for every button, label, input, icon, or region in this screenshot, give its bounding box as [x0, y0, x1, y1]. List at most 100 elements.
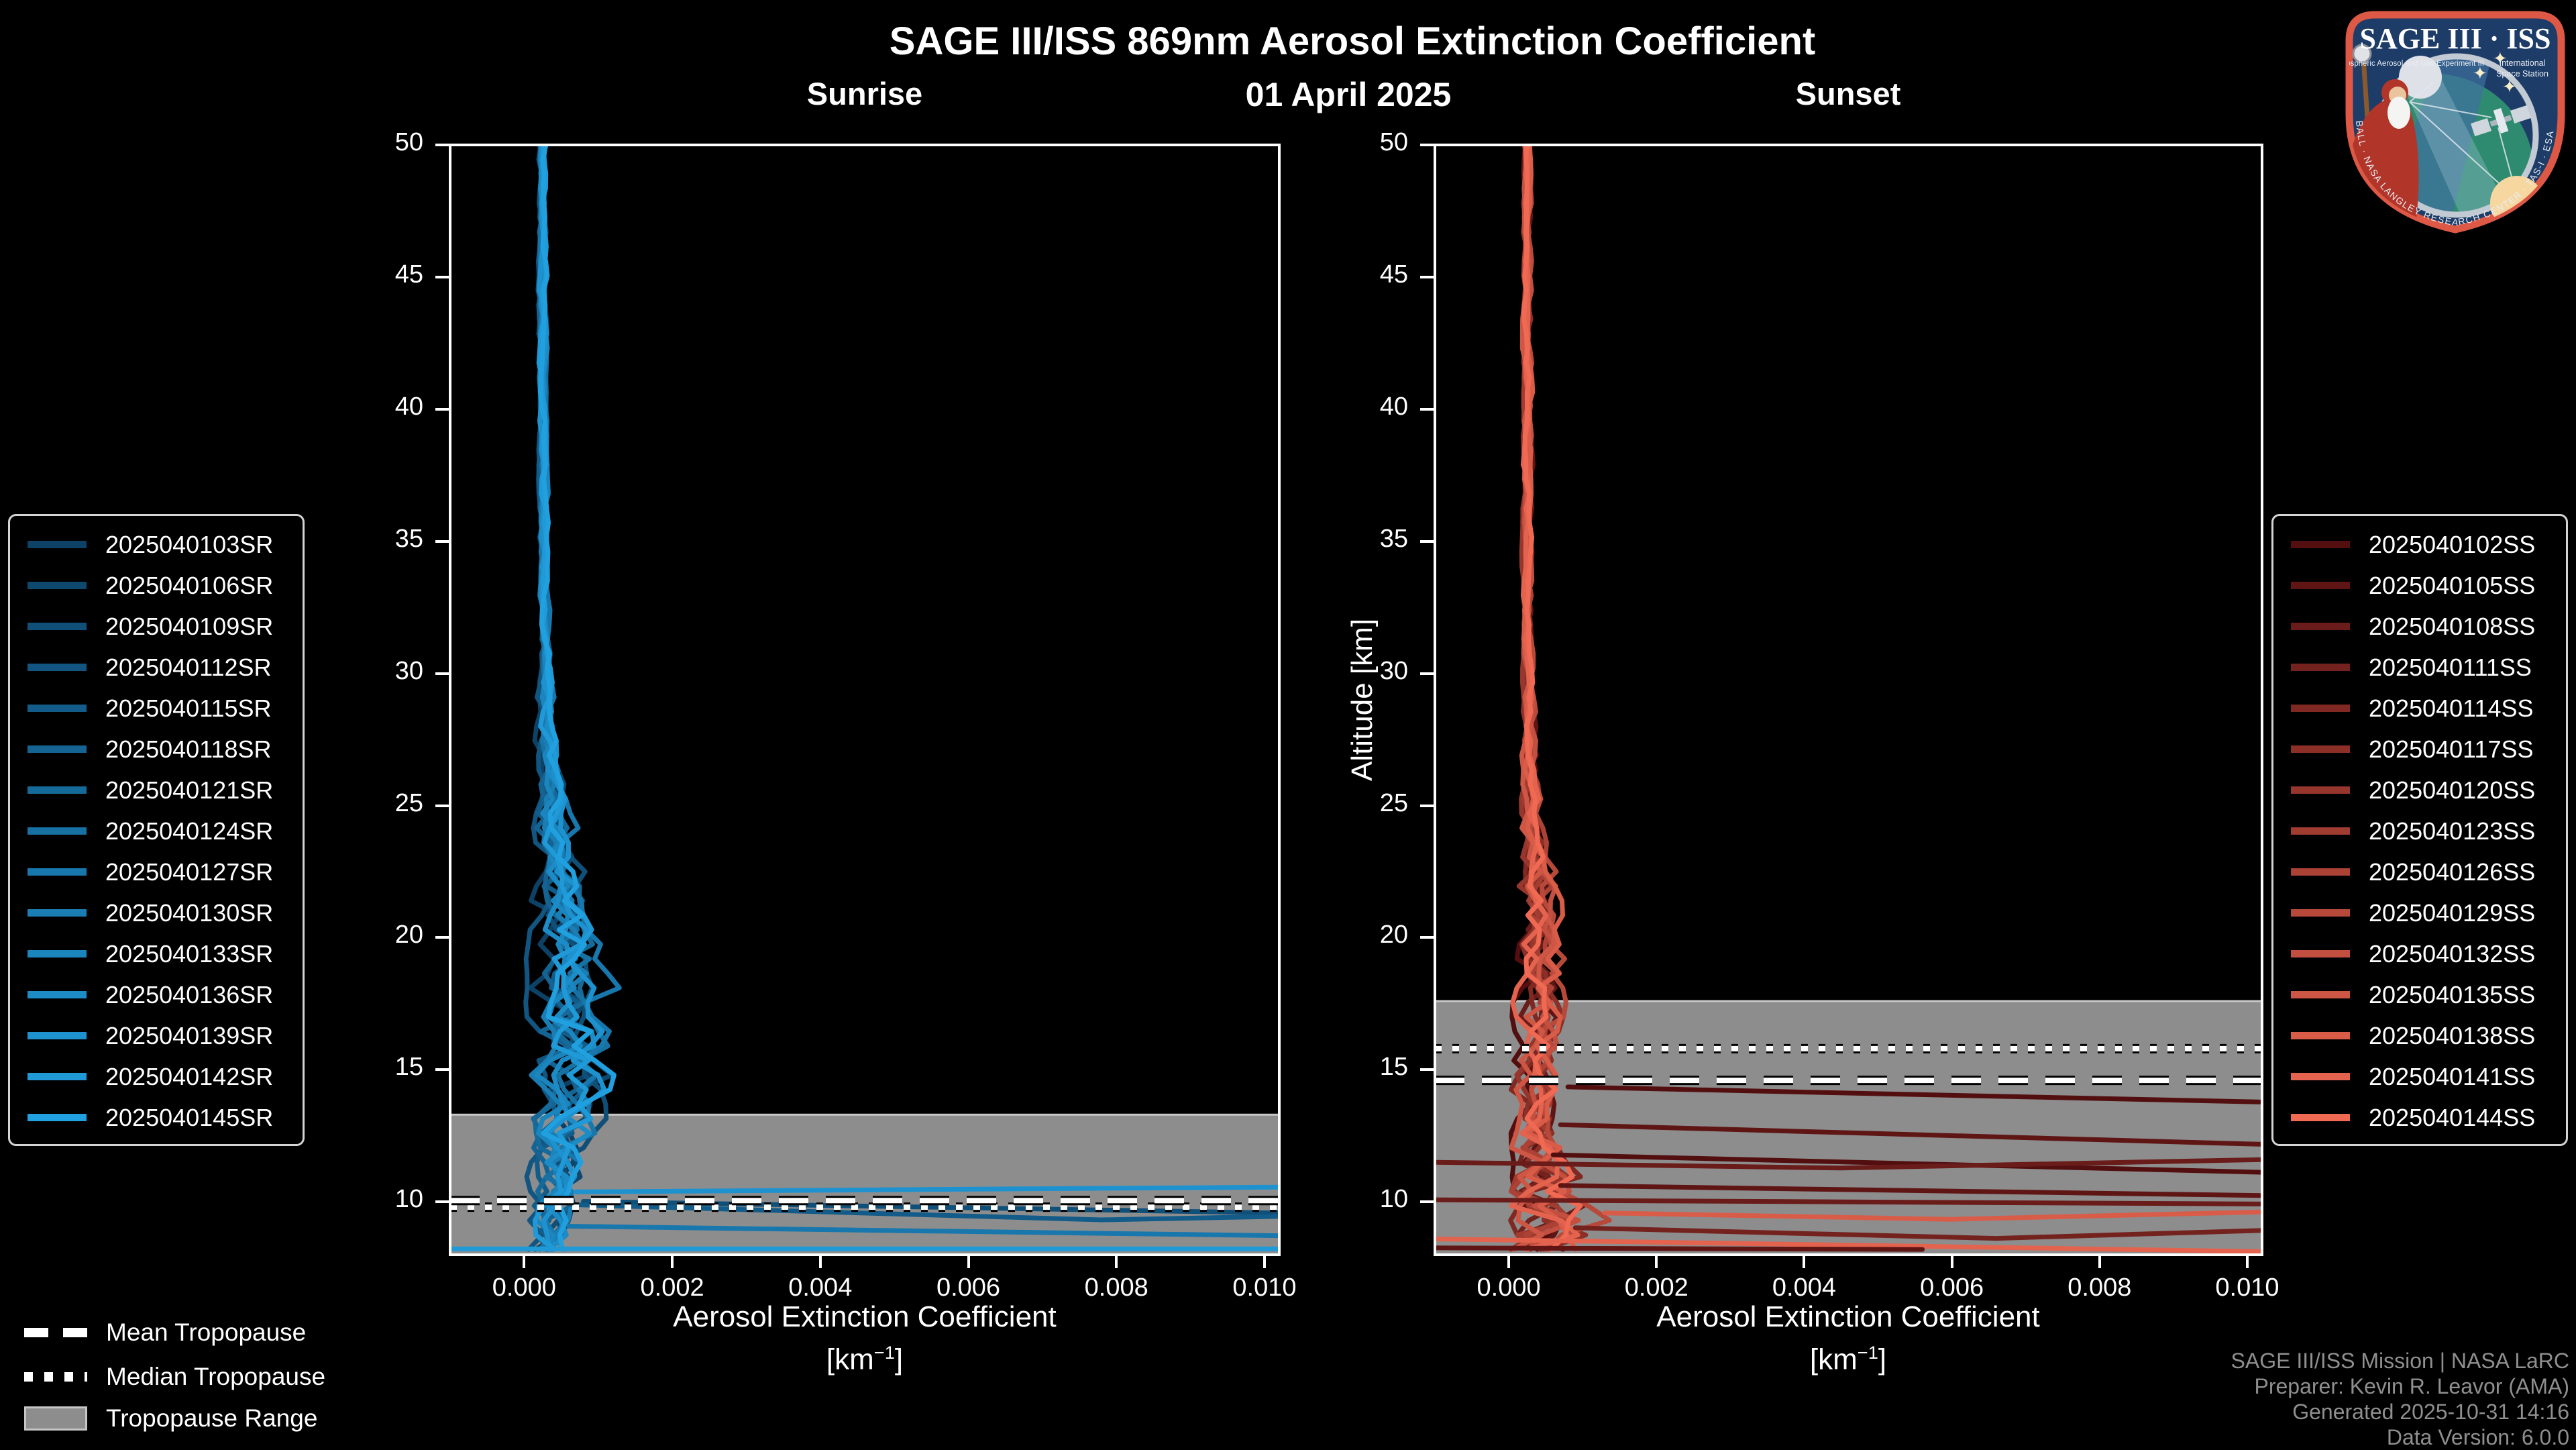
- series-label: 2025040144SS: [2369, 1103, 2536, 1131]
- y-tick: [1420, 144, 1435, 146]
- series-label: 2025040127SR: [105, 858, 274, 886]
- legend-item: 2025040130SR: [10, 892, 303, 933]
- axes-spine: [1434, 144, 2263, 1256]
- series-label: 2025040124SR: [105, 817, 274, 845]
- x-tick-label: 0.008: [2068, 1274, 2132, 1302]
- legend-item: 2025040112SR: [10, 647, 303, 688]
- series-color-swatch-icon: [2291, 582, 2350, 589]
- svg-text:✦: ✦: [2473, 63, 2487, 83]
- series-label: 2025040118SR: [105, 735, 272, 763]
- legend-item: 2025040124SR: [10, 811, 303, 851]
- series-color-swatch-icon: [28, 745, 87, 753]
- series-label: 2025040121SR: [105, 776, 274, 804]
- legend-item-tropopause-range: Tropopause Range: [24, 1402, 317, 1435]
- series-label: 2025040129SS: [2369, 898, 2536, 927]
- page-title: SAGE III/ISS 869nm Aerosol Extinction Co…: [889, 19, 1816, 63]
- series-color-swatch-icon: [2291, 745, 2350, 753]
- x-tick: [671, 1255, 674, 1268]
- y-tick-label: 35: [1379, 524, 1408, 553]
- excursion-line: [1550, 1152, 2262, 1175]
- x-tick: [1507, 1255, 1511, 1268]
- series-color-swatch-icon: [28, 1032, 87, 1039]
- x-tick: [523, 1255, 526, 1268]
- series-label: 2025040102SS: [2369, 530, 2536, 558]
- series-label: 2025040112SR: [105, 653, 272, 681]
- sunrise-legend: 2025040103SR 2025040106SR 2025040109SR 2025…: [8, 514, 305, 1146]
- series-label: 2025040115SR: [105, 694, 272, 722]
- y-tick: [1420, 275, 1435, 278]
- svg-text:✦: ✦: [2502, 76, 2517, 97]
- series-color-swatch-icon: [2291, 786, 2350, 794]
- x-tick: [818, 1255, 822, 1268]
- legend-item: 2025040144SS: [2273, 1097, 2566, 1138]
- legend-item: 2025040120SS: [2273, 770, 2566, 811]
- series-color-swatch-icon: [2291, 664, 2350, 671]
- sunrise-xlabel: Aerosol Extinction Coefficient: [673, 1300, 1057, 1333]
- series-label: 2025040126SS: [2369, 858, 2536, 886]
- series-label: 2025040114SS: [2369, 694, 2534, 722]
- sunset-legend: 2025040102SS 2025040105SS 2025040108SS 2025…: [2271, 514, 2568, 1146]
- axes-spine: [449, 144, 1281, 1256]
- series-color-swatch-icon: [2291, 1114, 2350, 1121]
- x-tick-label: 0.002: [1624, 1274, 1688, 1302]
- legend-item: 2025040111SS: [2273, 647, 2566, 688]
- x-tick-label: 0.008: [1084, 1274, 1148, 1302]
- y-tick-label: 40: [394, 392, 423, 421]
- unit-close: ]: [894, 1343, 904, 1376]
- y-tick-label: 25: [394, 788, 423, 817]
- legend-item: 2025040108SS: [2273, 606, 2566, 647]
- sunset-xlabel: Aerosol Extinction Coefficient: [1656, 1300, 2040, 1333]
- series-color-swatch-icon: [2291, 827, 2350, 835]
- x-tick: [967, 1255, 970, 1268]
- sunset-panel-title: Sunset: [1795, 76, 1901, 111]
- unit-open: [km: [1809, 1343, 1858, 1376]
- legend-item: 2025040141SS: [2273, 1056, 2566, 1097]
- y-tick: [435, 407, 450, 411]
- series-label: 2025040117SS: [2369, 735, 2534, 763]
- mean-tropopause-label: Mean Tropopause: [106, 1318, 307, 1346]
- legend-item: 2025040127SR: [10, 851, 303, 892]
- excursion-line: [1565, 1084, 2262, 1104]
- series-color-swatch-icon: [28, 827, 87, 835]
- y-tick-label: 10: [1379, 1185, 1408, 1214]
- legend-item: 2025040121SR: [10, 770, 303, 811]
- x-tick: [2098, 1255, 2101, 1268]
- x-tick: [1950, 1255, 1953, 1268]
- attribution-preparer: Preparer: Kevin R. Leavor (AMA): [2254, 1374, 2570, 1398]
- tropopause-range-label: Tropopause Range: [106, 1404, 318, 1432]
- series-color-swatch-icon: [28, 1073, 87, 1080]
- legend-item: 2025040115SR: [10, 688, 303, 729]
- legend-item: 2025040109SR: [10, 606, 303, 647]
- series-color-swatch-icon: [28, 541, 87, 548]
- series-color-swatch-icon: [2291, 991, 2350, 998]
- series-label: 2025040120SS: [2369, 776, 2536, 804]
- logo-stars: ✦ ✦ ✦: [2473, 48, 2517, 97]
- series-label: 2025040141SS: [2369, 1062, 2536, 1090]
- series-color-swatch-icon: [28, 950, 87, 957]
- legend-item: 2025040133SR: [10, 933, 303, 974]
- series-label: 2025040106SR: [105, 571, 274, 599]
- series-label: 2025040123SS: [2369, 817, 2536, 845]
- y-tick-label: 20: [394, 921, 423, 949]
- legend-item: 2025040103SR: [10, 524, 303, 565]
- series-color-swatch-icon: [2291, 623, 2350, 630]
- excursion-line: [1435, 1197, 2262, 1206]
- series-color-swatch-icon: [2291, 705, 2350, 712]
- series-label: 2025040136SR: [105, 980, 274, 1008]
- unit-exponent: −1: [873, 1342, 895, 1363]
- excursion-line: [1558, 1183, 2262, 1198]
- series-color-swatch-icon: [28, 582, 87, 589]
- legend-item: 2025040126SS: [2273, 851, 2566, 892]
- y-tick-label: 15: [394, 1053, 423, 1082]
- y-tick-label: 25: [1379, 788, 1408, 817]
- series-color-swatch-icon: [28, 786, 87, 794]
- y-tick: [1420, 804, 1435, 807]
- legend-item-median-tropopause: Median Tropopause: [24, 1361, 325, 1393]
- series-color-swatch-icon: [28, 705, 87, 712]
- x-tick: [1655, 1255, 1658, 1268]
- y-tick-label: 40: [1379, 392, 1408, 421]
- series-color-swatch-icon: [2291, 950, 2350, 957]
- excursion-line: [566, 1224, 1279, 1239]
- series-label: 2025040132SS: [2369, 939, 2536, 968]
- y-tick: [435, 804, 450, 807]
